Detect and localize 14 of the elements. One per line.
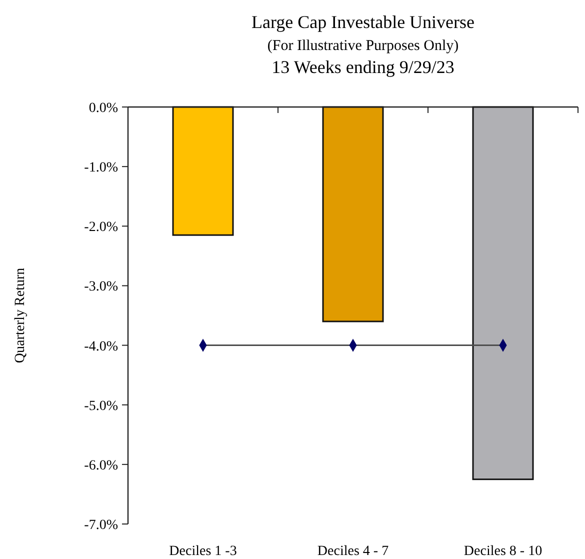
y-tick-label: -1.0% (84, 160, 118, 176)
x-tick-label: Deciles 1 -3 (169, 544, 237, 559)
y-tick-label: -6.0% (84, 458, 118, 474)
y-tick-label: -7.0% (84, 518, 118, 533)
y-axis-title: Quarterly Return (13, 268, 28, 364)
chart-subtitle: (For Illustrative Purposes Only) 13 Weeks ending 9/29/23 (267, 38, 459, 77)
y-tick-label: -4.0% (84, 339, 118, 354)
y-tick-label: -3.0% (84, 280, 118, 295)
x-tick-label: Deciles 8 - 10 (464, 544, 542, 559)
y-tick-label: -2.0% (84, 220, 118, 236)
x-tick-label: Deciles 4 - 7 (317, 544, 389, 559)
y-tick-label: 0.0% (88, 101, 118, 116)
y-tick-label: -5.0% (84, 398, 118, 414)
chart-title: Large Cap Investable Universe (251, 12, 475, 32)
